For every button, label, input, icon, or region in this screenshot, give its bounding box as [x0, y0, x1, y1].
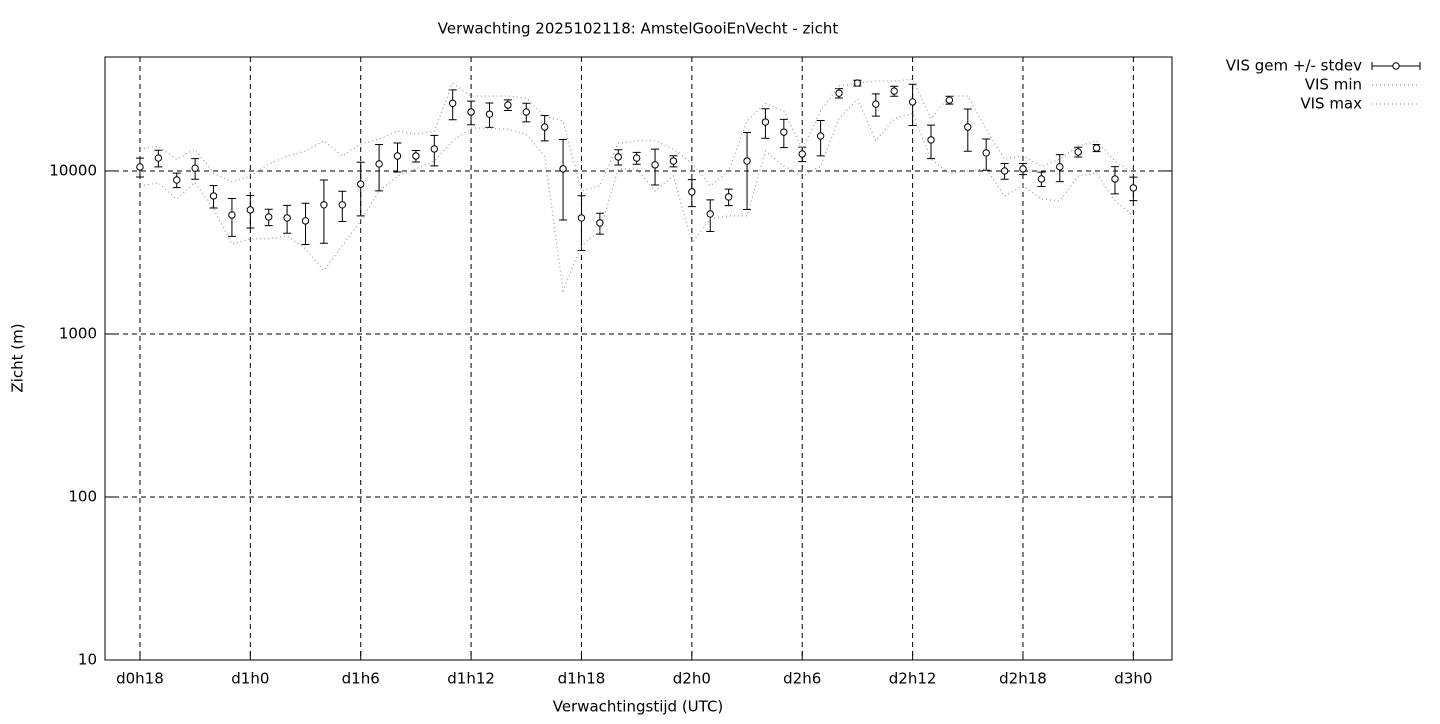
data-point: [853, 79, 862, 87]
data-point: [173, 176, 181, 184]
data-point: [301, 217, 310, 225]
data-point: [154, 154, 163, 162]
data-point: [816, 132, 825, 140]
x-tick-label: d1h0: [231, 670, 269, 688]
x-tick-label: d2h6: [783, 670, 821, 688]
data-point: [1074, 148, 1082, 156]
legend-label: VIS max: [1300, 95, 1362, 113]
data-point: [1000, 167, 1009, 175]
error-bar: [743, 132, 752, 211]
data-point: [596, 219, 604, 227]
error-bar: [577, 195, 586, 252]
error-bar: [559, 138, 568, 221]
data-point: [706, 210, 714, 218]
data-point: [1111, 175, 1119, 183]
data-point: [908, 98, 917, 106]
data-point: [1019, 165, 1027, 173]
x-tick-label: d0h18: [116, 670, 164, 688]
data-point: [1092, 144, 1101, 152]
data-point: [338, 201, 347, 209]
data-point: [724, 193, 733, 201]
data-point: [467, 108, 475, 116]
x-axis-label: Verwachtingstijd (UTC): [553, 698, 724, 716]
error-bar: [356, 161, 365, 217]
data-point: [1037, 175, 1046, 183]
series-line: [139, 97, 1134, 294]
data-point: [1129, 184, 1138, 192]
legend-label: VIS min: [1305, 76, 1362, 94]
data-point: [357, 180, 365, 188]
legend-symbol: [1392, 62, 1400, 70]
data-point: [430, 145, 438, 153]
data-point: [743, 157, 751, 165]
data-point: [375, 160, 383, 168]
error-bar: [319, 179, 328, 244]
data-point: [136, 163, 144, 171]
data-point: [485, 110, 494, 118]
legend-label: VIS gem +/- stdev: [1226, 57, 1362, 75]
x-tick-label: d2h0: [673, 670, 711, 688]
data-point: [540, 123, 549, 131]
data-point: [283, 214, 291, 222]
error-bar: [375, 143, 384, 192]
data-point: [209, 192, 218, 200]
data-point: [577, 214, 586, 222]
y-tick-label: 1000: [59, 324, 97, 342]
data-point: [320, 201, 328, 209]
data-point: [964, 123, 972, 131]
y-tick-label: 10000: [49, 161, 97, 179]
data-point: [559, 165, 567, 173]
data-point: [835, 89, 843, 97]
data-point: [632, 154, 641, 162]
data-point: [927, 136, 935, 144]
x-tick-label: d2h18: [999, 670, 1047, 688]
data-point: [651, 161, 659, 169]
data-point: [228, 211, 236, 219]
x-tick-label: d1h18: [558, 670, 606, 688]
data-point: [669, 157, 678, 165]
plot-frame: [104, 56, 1173, 661]
y-tick-label: 100: [68, 487, 97, 505]
data-point: [872, 100, 880, 108]
data-point: [761, 118, 770, 126]
x-tick-label: d1h6: [342, 670, 380, 688]
data-point: [448, 99, 457, 107]
data-point: [890, 87, 898, 95]
data-point: [945, 96, 954, 104]
data-point: [982, 149, 990, 157]
y-tick-label: 10: [78, 651, 97, 669]
x-tick-label: d1h12: [447, 670, 495, 688]
data-point: [191, 164, 199, 172]
data-point: [393, 152, 402, 160]
x-tick-label: d2h12: [889, 670, 937, 688]
data-point: [614, 153, 622, 161]
data-point: [265, 213, 273, 221]
data-point: [688, 188, 696, 196]
data-point: [798, 150, 806, 158]
data-point: [412, 152, 420, 160]
data-point: [504, 101, 512, 109]
data-point: [522, 108, 530, 116]
x-tick-label: d3h0: [1114, 670, 1152, 688]
series-line: [139, 78, 1134, 192]
data-point: [1056, 163, 1064, 171]
data-point: [780, 128, 788, 136]
y-axis-label: Zicht (m): [9, 323, 27, 392]
chart-title: Verwachting 2025102118: AmstelGooiEnVech…: [438, 20, 839, 38]
data-point: [246, 206, 255, 214]
